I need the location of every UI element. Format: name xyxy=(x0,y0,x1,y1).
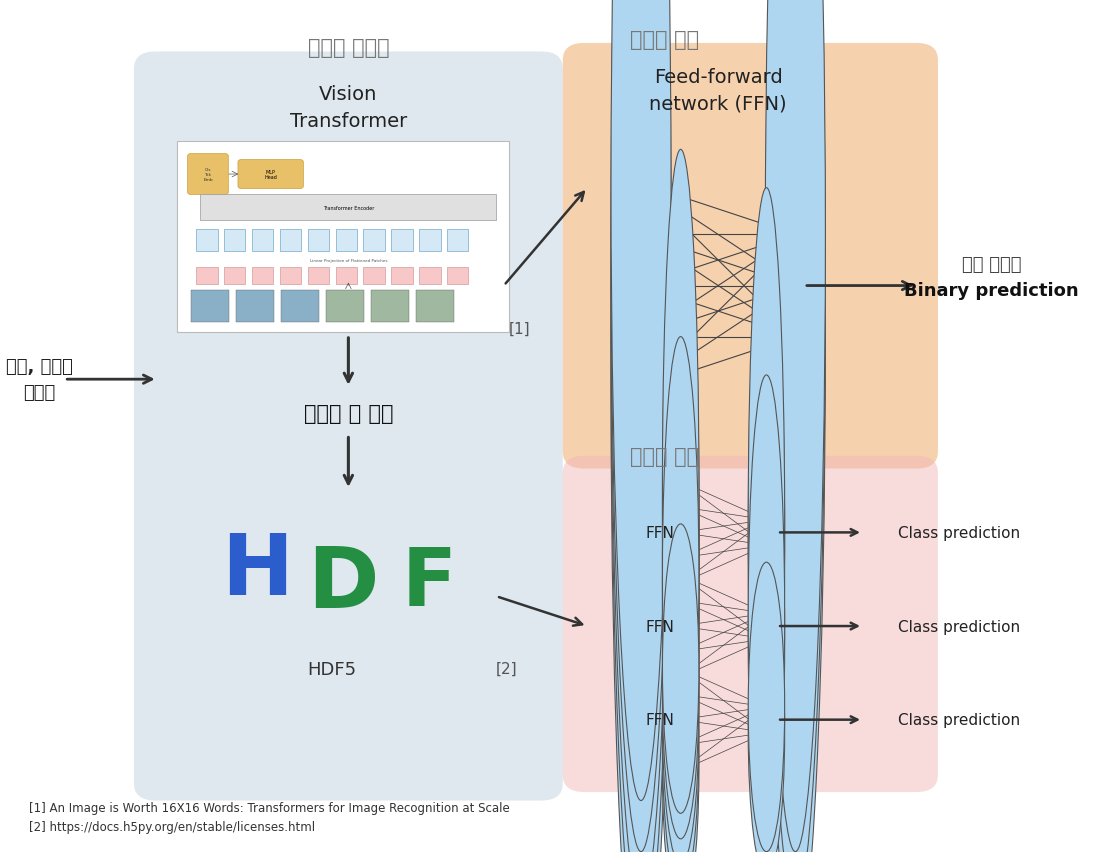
Bar xyxy=(419,268,441,285)
Text: 프레임 별 특징: 프레임 별 특징 xyxy=(304,403,393,424)
Text: MLP
Head: MLP Head xyxy=(264,170,277,180)
Ellipse shape xyxy=(748,375,784,851)
Ellipse shape xyxy=(662,575,698,853)
Text: Class prediction: Class prediction xyxy=(899,618,1021,634)
Ellipse shape xyxy=(662,252,698,853)
Text: 동영상 설명: 동영상 설명 xyxy=(630,446,700,467)
Bar xyxy=(392,268,412,285)
Bar xyxy=(235,291,274,322)
Bar xyxy=(308,268,329,285)
Ellipse shape xyxy=(662,337,698,814)
Text: 데이터 전처리: 데이터 전처리 xyxy=(308,38,389,58)
Ellipse shape xyxy=(662,201,698,853)
Ellipse shape xyxy=(662,176,698,838)
Text: D: D xyxy=(307,543,378,625)
Bar xyxy=(363,230,385,252)
Ellipse shape xyxy=(662,550,698,838)
Ellipse shape xyxy=(610,0,671,853)
Bar xyxy=(371,291,409,322)
Bar xyxy=(224,230,245,252)
Ellipse shape xyxy=(610,0,671,801)
Bar xyxy=(447,230,469,252)
Bar xyxy=(190,291,230,322)
Bar xyxy=(363,268,385,285)
FancyBboxPatch shape xyxy=(177,142,509,333)
FancyBboxPatch shape xyxy=(563,456,938,792)
Text: 영상, 레이블: 영상, 레이블 xyxy=(7,358,73,376)
Ellipse shape xyxy=(662,227,698,853)
Bar xyxy=(279,230,301,252)
Text: Binary prediction: Binary prediction xyxy=(904,281,1079,299)
Ellipse shape xyxy=(662,414,698,853)
Bar xyxy=(326,291,364,322)
Ellipse shape xyxy=(662,525,698,814)
Bar xyxy=(196,268,218,285)
Bar xyxy=(336,230,358,252)
Ellipse shape xyxy=(662,601,698,853)
Text: HDF5: HDF5 xyxy=(308,660,356,678)
Ellipse shape xyxy=(766,0,825,853)
Text: 동영상 요약: 동영상 요약 xyxy=(630,30,700,49)
Ellipse shape xyxy=(662,626,698,853)
Ellipse shape xyxy=(662,363,698,838)
Text: Feed-forward
network (FFN): Feed-forward network (FFN) xyxy=(649,68,786,113)
Ellipse shape xyxy=(748,588,784,853)
Bar xyxy=(336,268,358,285)
Text: H: H xyxy=(221,530,294,612)
Ellipse shape xyxy=(662,439,698,853)
Text: Cls
Tok
Emb: Cls Tok Emb xyxy=(204,168,212,182)
Text: [2]: [2] xyxy=(496,661,518,676)
Bar xyxy=(196,230,218,252)
FancyBboxPatch shape xyxy=(134,52,563,801)
FancyBboxPatch shape xyxy=(238,160,304,189)
Ellipse shape xyxy=(610,0,671,853)
Bar xyxy=(279,268,301,285)
Text: [1] An Image is Worth 16X16 Words: Transformers for Image Recognition at Scale: [1] An Image is Worth 16X16 Words: Trans… xyxy=(29,801,509,814)
Ellipse shape xyxy=(610,0,671,851)
Ellipse shape xyxy=(748,214,784,853)
Ellipse shape xyxy=(748,401,784,853)
Ellipse shape xyxy=(766,0,825,851)
FancyBboxPatch shape xyxy=(188,154,229,195)
FancyBboxPatch shape xyxy=(563,44,938,469)
FancyBboxPatch shape xyxy=(200,194,496,221)
Ellipse shape xyxy=(610,0,671,853)
Ellipse shape xyxy=(748,562,784,851)
Bar xyxy=(252,268,273,285)
Bar xyxy=(280,291,319,322)
Ellipse shape xyxy=(766,0,825,853)
Text: FFN: FFN xyxy=(646,712,674,728)
Bar xyxy=(252,230,273,252)
Bar xyxy=(419,230,441,252)
Text: Linear Projection of Flattened Patches: Linear Projection of Flattened Patches xyxy=(309,258,387,263)
Text: [1]: [1] xyxy=(509,322,530,336)
Bar xyxy=(224,268,245,285)
Text: FFN: FFN xyxy=(646,618,674,634)
Text: 데이터: 데이터 xyxy=(23,384,56,402)
Ellipse shape xyxy=(662,150,698,814)
Text: F: F xyxy=(402,545,456,623)
Bar xyxy=(392,230,412,252)
Text: [2] https://docs.h5py.org/en/stable/licenses.html: [2] https://docs.h5py.org/en/stable/lice… xyxy=(29,820,315,833)
Ellipse shape xyxy=(748,189,784,851)
Ellipse shape xyxy=(662,388,698,853)
Bar xyxy=(416,291,454,322)
Bar xyxy=(447,268,469,285)
Text: FFN: FFN xyxy=(646,525,674,540)
Text: Class prediction: Class prediction xyxy=(899,525,1021,540)
Text: 주요 프레임: 주요 프레임 xyxy=(961,256,1021,274)
Text: Class prediction: Class prediction xyxy=(899,712,1021,728)
Text: Transformer Encoder: Transformer Encoder xyxy=(322,206,374,211)
Bar xyxy=(308,230,329,252)
Text: Vision
Transformer: Vision Transformer xyxy=(289,85,407,131)
